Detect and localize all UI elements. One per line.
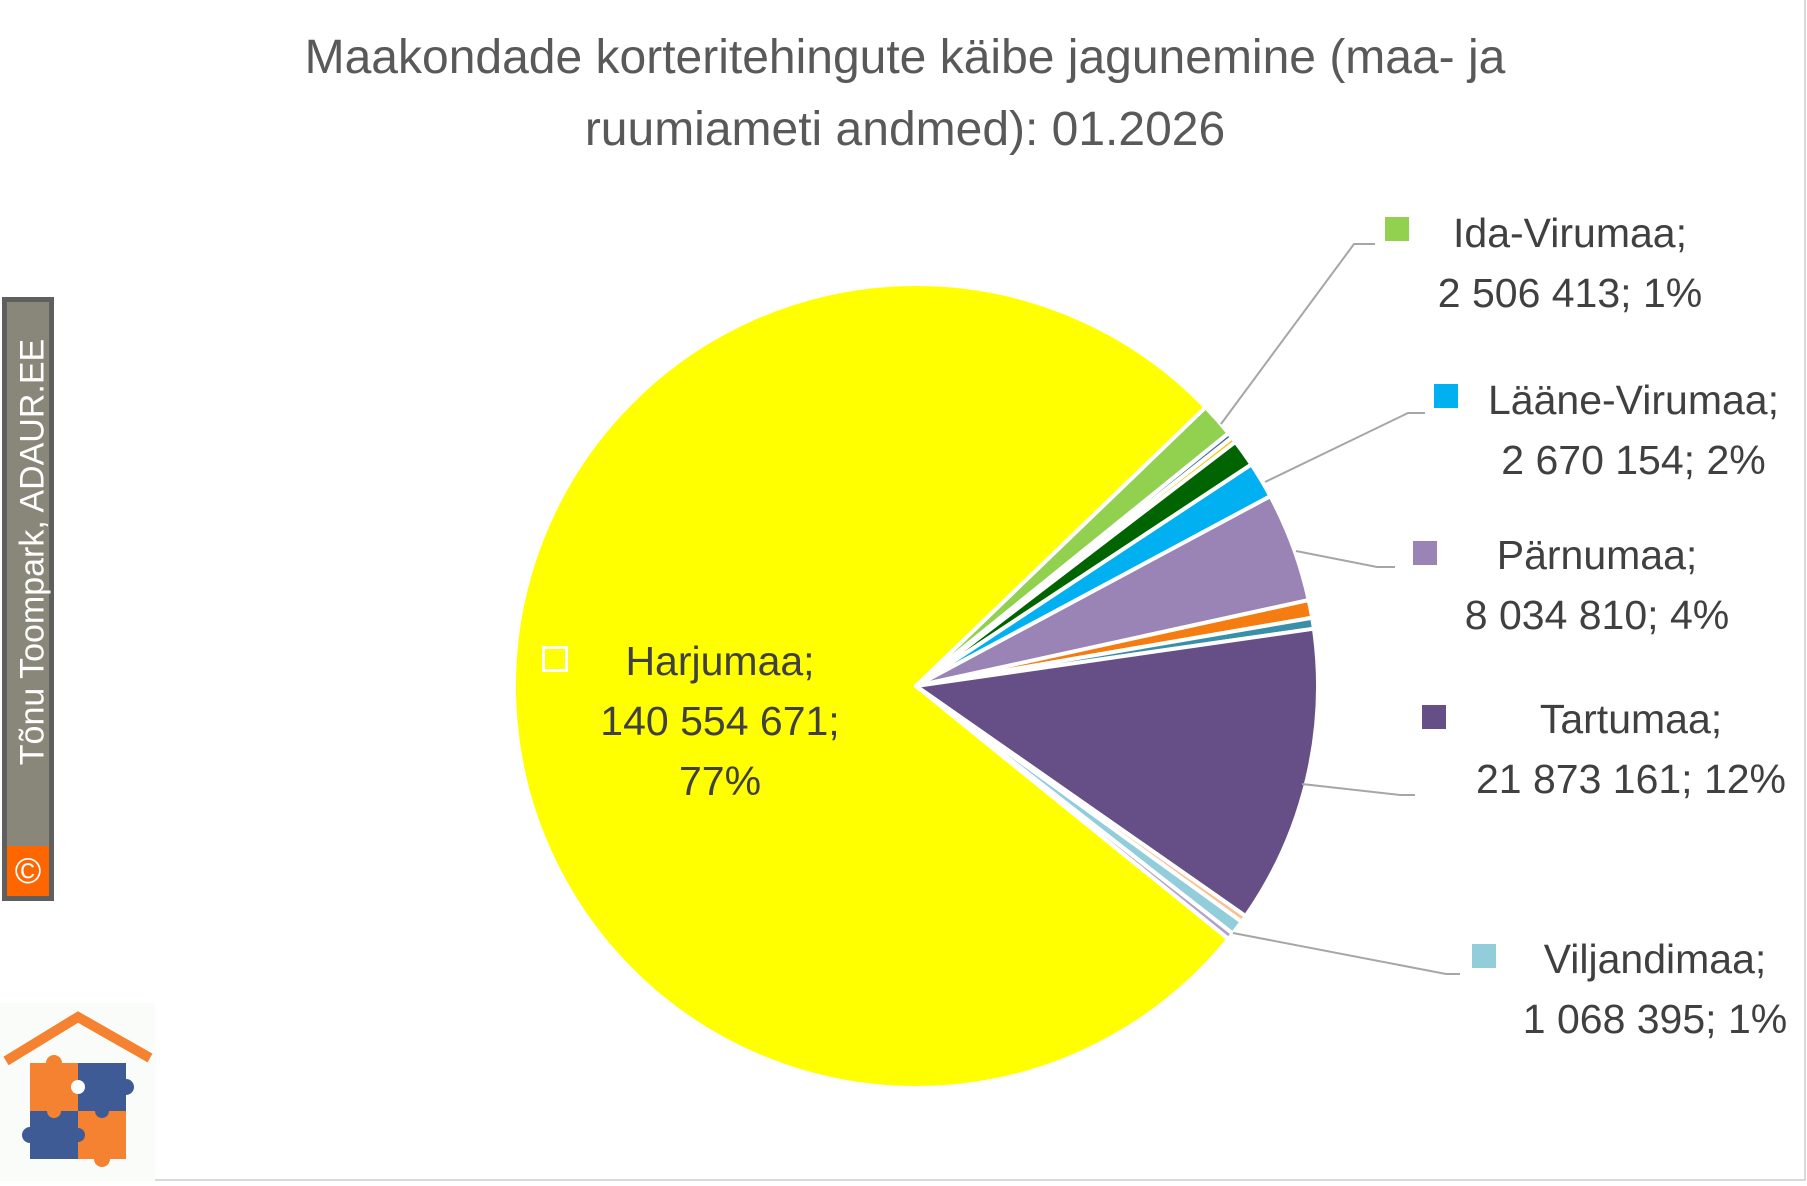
leader-lines (1220, 243, 1460, 975)
data-label-ida-virumaa: Ida-Virumaa; 2 506 413; 1% (1410, 203, 1730, 323)
legend-key-laane-virumaa (1434, 384, 1458, 408)
label-line: 1 068 395; 1% (1522, 996, 1788, 1042)
house-puzzle-logo (0, 1003, 155, 1181)
watermark-text: Tõnu Toompark, ADAUR.EE (13, 338, 52, 766)
data-label-tartumaa: Tartumaa; 21 873 161; 12% (1456, 689, 1806, 809)
chart-title: Maakondade korteritehingute käibe jagune… (150, 22, 1660, 166)
title-line-1: Maakondade korteritehingute käibe jagune… (304, 31, 1506, 84)
copyright-icon: © (7, 846, 49, 896)
label-line: 21 873 161; 12% (1475, 756, 1787, 802)
pie-slices (512, 282, 1320, 1090)
data-label-viljandimaa: Viljandimaa; 1 068 395; 1% (1500, 929, 1807, 1049)
label-line: Pärnumaa; (1496, 532, 1698, 578)
label-line: 8 034 810; 4% (1464, 592, 1730, 638)
leader-line-viljandimaa (1232, 932, 1460, 975)
legend-key-harjumaa (542, 646, 568, 672)
leader-line-laane-virumaa (1264, 412, 1425, 483)
leader-line-parnumaa (1295, 550, 1395, 568)
label-line: 77% (678, 758, 762, 804)
leader-line-ida-virumaa (1220, 243, 1375, 425)
data-label-parnumaa: Pärnumaa; 8 034 810; 4% (1437, 525, 1757, 645)
label-line: Ida-Virumaa; (1453, 210, 1687, 256)
label-line: Lääne-Virumaa; (1488, 377, 1779, 423)
label-line: 2 506 413; 1% (1437, 270, 1703, 316)
legend-key-viljandimaa (1472, 944, 1496, 968)
label-line: Tartumaa; (1539, 696, 1723, 742)
legend-key-parnumaa (1413, 541, 1437, 565)
title-line-2: ruumiameti andmed): 01.2026 (584, 103, 1226, 156)
leader-line-tartumaa (1301, 783, 1415, 796)
copyright-watermark: Tõnu Toompark, ADAUR.EE © (2, 297, 54, 901)
label-line: 2 670 154; 2% (1501, 437, 1766, 483)
label-line: Viljandimaa; (1543, 936, 1767, 982)
pie-slice-unlabeled-12 (914, 684, 1235, 941)
label-line: 140 554 671; (600, 698, 840, 744)
legend-key-ida-virumaa (1385, 217, 1409, 241)
data-label-laane-virumaa: Lääne-Virumaa; 2 670 154; 2% (1461, 370, 1806, 490)
pie-slice-harjumaa (512, 282, 1231, 1090)
data-label-harjumaa: Harjumaa; 140 554 671; 77% (570, 631, 870, 811)
legend-key-tartumaa (1422, 705, 1446, 729)
label-line: Harjumaa; (625, 638, 815, 684)
pie-slice-tartumaa (914, 626, 1320, 919)
